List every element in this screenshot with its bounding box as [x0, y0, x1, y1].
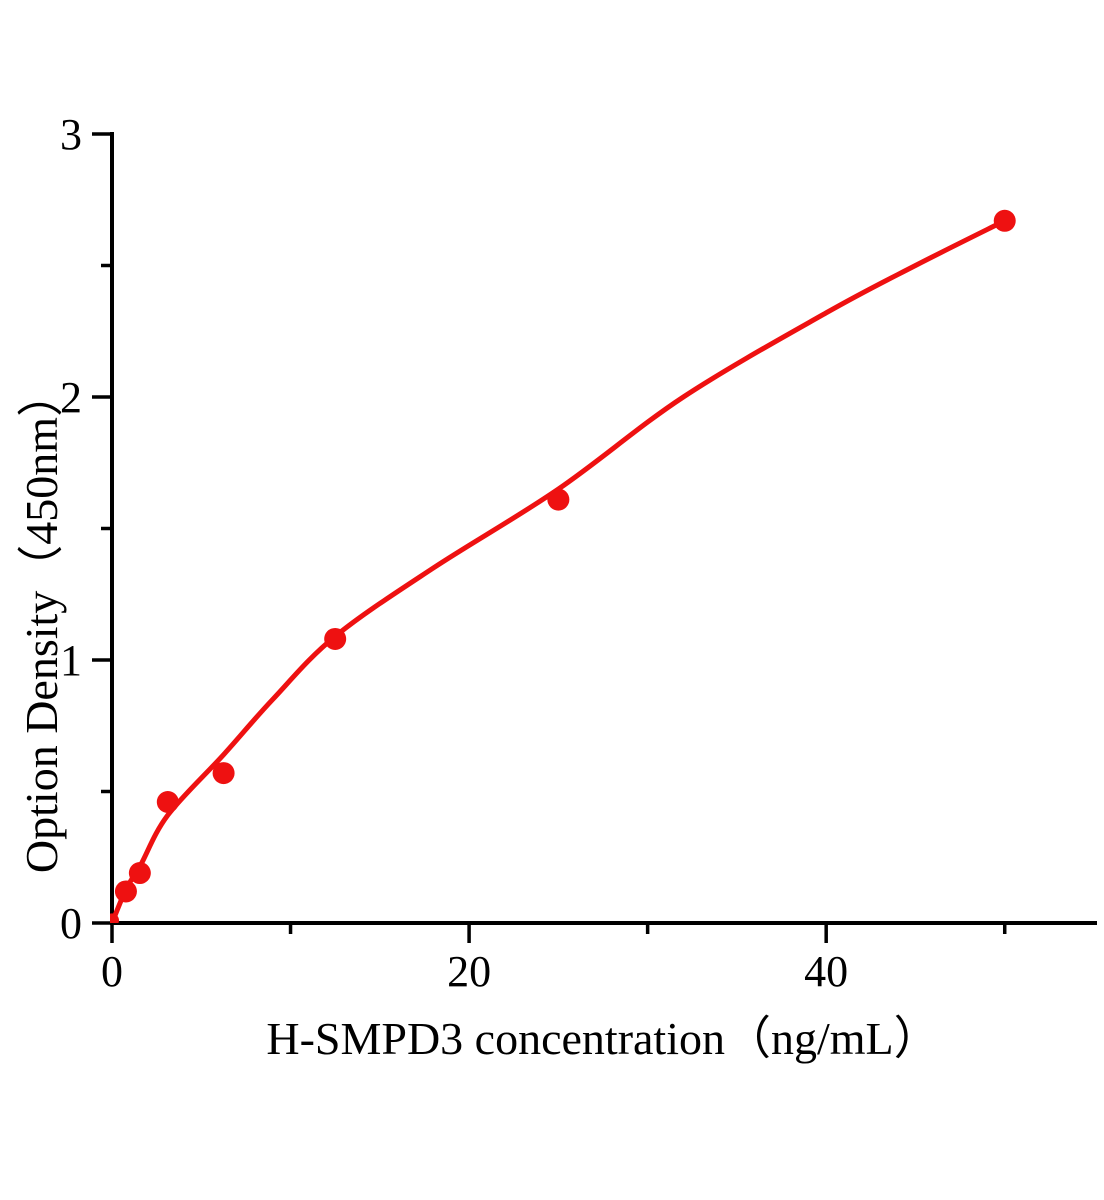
y-axis-title: Option Density（450nm）	[16, 370, 67, 874]
data-point-marker	[156, 791, 179, 814]
x-tick-label: 20	[447, 947, 491, 996]
fit-curve	[110, 218, 1008, 923]
x-axis-title: H-SMPD3 concentration（ng/mL）	[266, 1013, 940, 1064]
data-point-marker	[993, 209, 1016, 232]
data-point-marker	[128, 862, 151, 885]
y-tick-label: 2	[60, 373, 82, 422]
data-point-marker	[212, 762, 235, 785]
data-point-marker	[324, 627, 347, 650]
data-point-marker	[547, 488, 570, 511]
x-tick-label: 40	[804, 947, 848, 996]
y-tick-label: 1	[60, 636, 82, 685]
y-tick-label: 0	[60, 899, 82, 948]
data-point-marker	[114, 880, 137, 903]
x-tick-label: 0	[101, 947, 123, 996]
data-point-marker	[110, 913, 119, 923]
y-tick-label: 3	[60, 110, 82, 159]
